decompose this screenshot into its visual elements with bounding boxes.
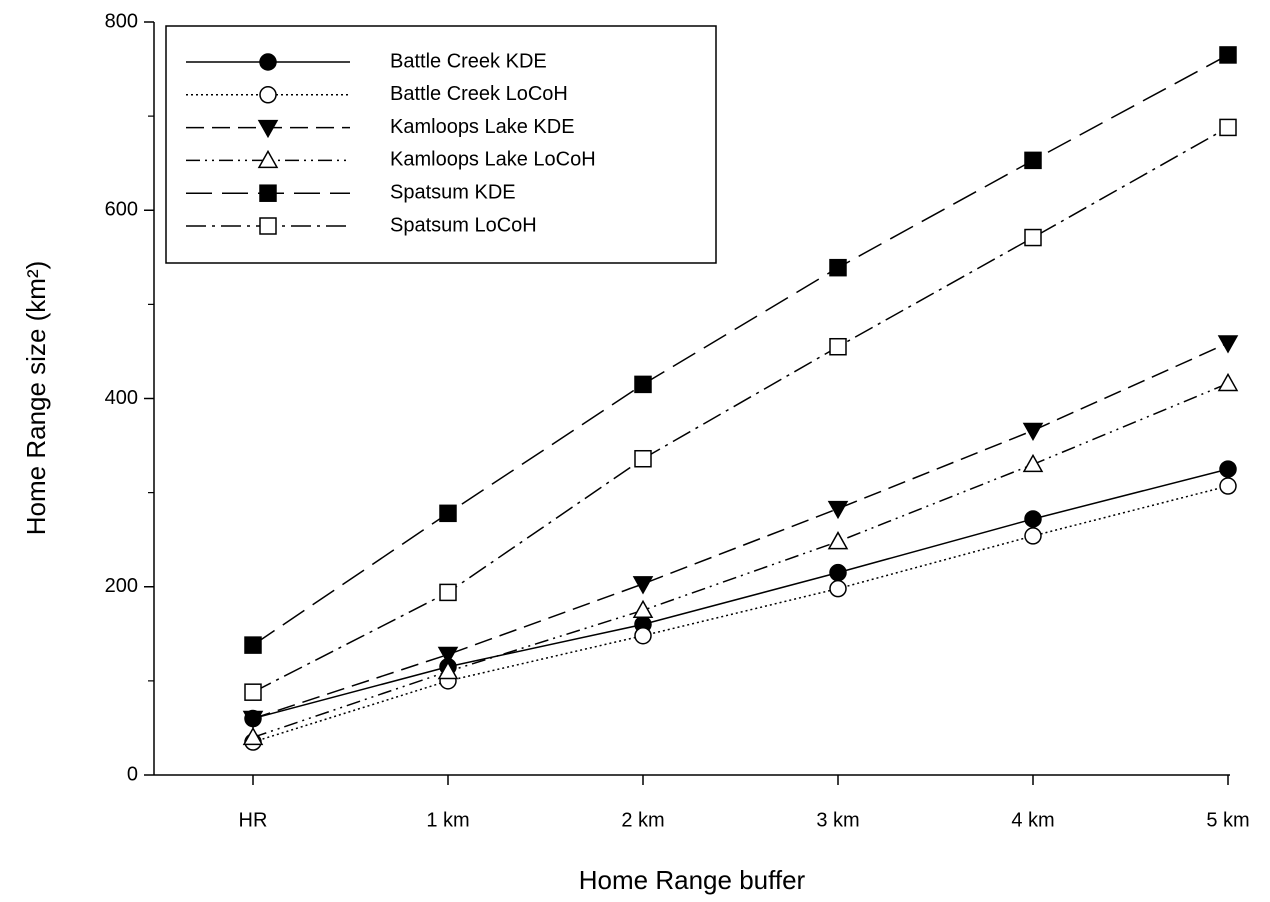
y-tick-label: 600 [105,199,138,221]
series-line [252,342,1229,720]
series-line [252,468,1229,720]
point [437,646,459,666]
point [829,337,847,356]
point [242,710,264,730]
point [1217,372,1239,392]
point [827,531,849,550]
point [1219,477,1237,495]
point [632,576,654,595]
point [1022,453,1044,473]
x-tick-label: 5 km [1206,809,1249,831]
y-axis-title: Home Range size (km²) [21,261,51,536]
point [829,563,847,582]
legend-label: Kamloops Lake KDE [390,116,575,138]
x-tick-label: 3 km [816,809,859,831]
series-line [252,382,1229,739]
point [1219,460,1237,478]
point [439,504,457,523]
x-tick-label: HR [239,809,268,831]
legend-box [165,25,717,264]
point [437,660,459,680]
legend-label: Spatsum KDE [390,181,516,203]
legend-label: Spatsum LoCoH [390,214,537,236]
point [244,636,262,654]
point [244,683,262,701]
series-line [252,126,1229,693]
point [1022,422,1044,442]
point [1024,527,1042,545]
point [1219,46,1237,64]
y-tick-label: 800 [105,10,138,32]
point [1024,151,1042,170]
y-tick-label: 200 [105,575,138,597]
point [439,583,457,602]
point [827,500,849,520]
point [634,375,652,394]
legend-marker [257,119,279,139]
series-line [252,485,1229,743]
x-tick-label: 2 km [621,809,664,831]
legend-marker [259,53,277,71]
point [634,626,652,645]
point [829,579,847,598]
point [632,599,654,619]
point [634,449,652,468]
point [1217,335,1239,354]
point [829,258,847,277]
series-line [252,54,1229,646]
legend-marker [257,149,279,169]
x-axis-title: Home Range buffer [579,865,806,895]
legend-marker [259,217,277,235]
legend-label: Battle Creek LoCoH [390,83,568,105]
point [1024,510,1042,528]
legend-label: Battle Creek KDE [390,50,547,72]
x-tick-label: 1 km [426,809,469,831]
y-tick-label: 400 [105,387,138,409]
point [242,726,264,746]
legend-marker [259,86,277,104]
point [1219,118,1237,137]
x-tick-label: 4 km [1011,809,1054,831]
legend-marker [259,184,277,202]
point [1024,228,1042,247]
y-tick-label: 0 [127,763,138,785]
legend-label: Kamloops Lake LoCoH [390,149,596,171]
